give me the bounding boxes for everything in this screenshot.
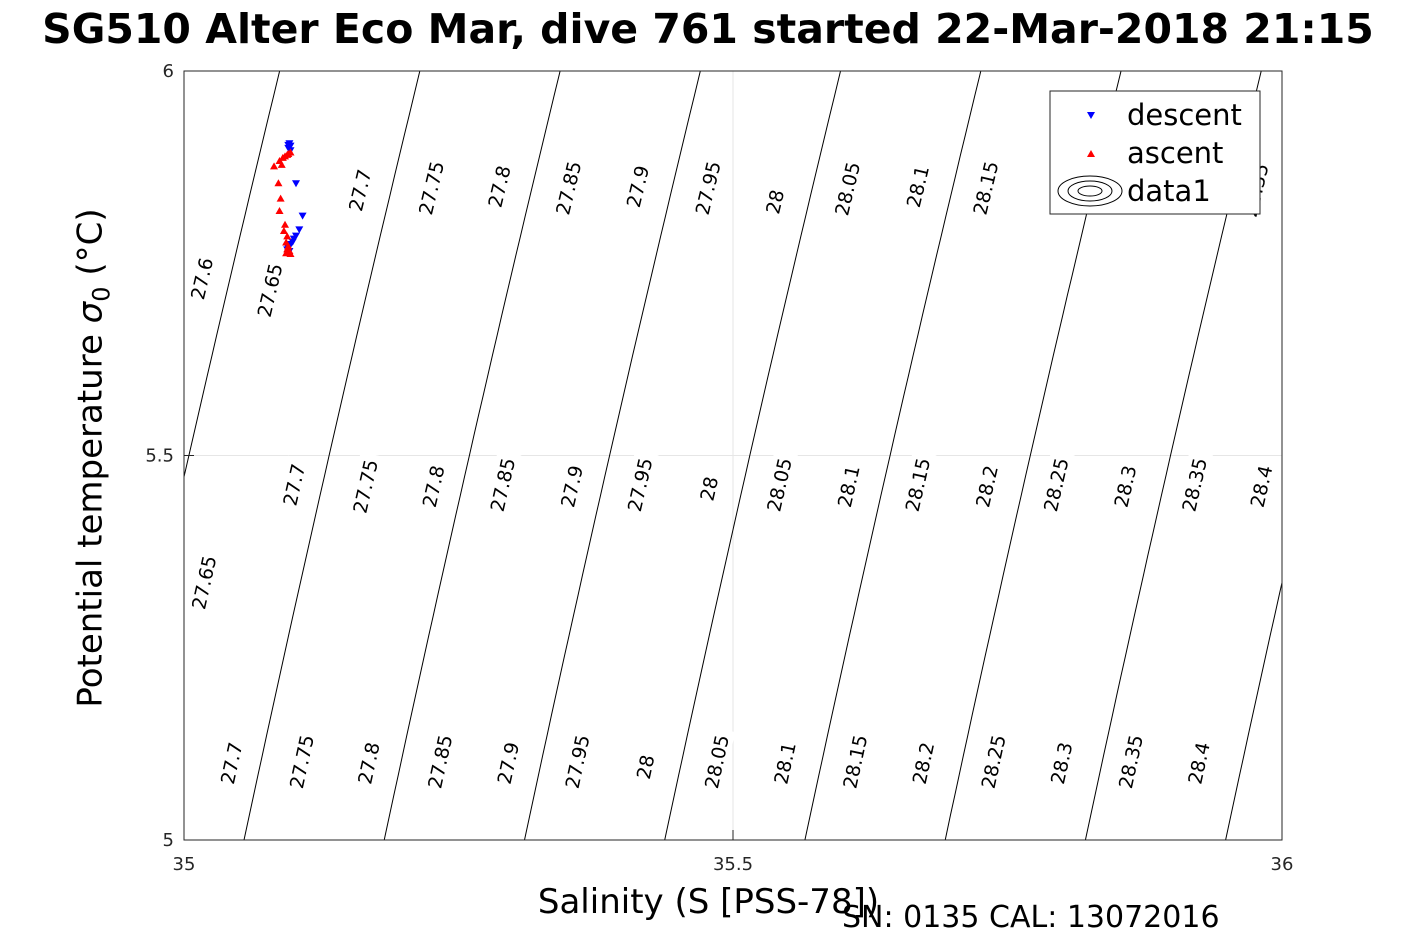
isopycnal-label-gap (481, 157, 518, 216)
ascent-point (283, 232, 292, 240)
legend-data1-label: data1 (1127, 174, 1211, 208)
isopycnal-label-gap (836, 727, 874, 797)
data-points (270, 140, 307, 258)
isopycnal-label-gap (184, 547, 223, 617)
isopycnal-label: 28.1 (767, 734, 803, 793)
isopycnal-label-gap (549, 153, 588, 223)
isopycnal-label-gap (213, 734, 249, 793)
legend-descent-marker (1087, 112, 1095, 119)
isopycnal-label-gap (1111, 727, 1150, 797)
isopycnal-line (243, 71, 421, 840)
isopycnal-label-gap (351, 734, 386, 793)
y-tick-label: 5 (163, 830, 174, 851)
isopycnal-label-gap (827, 154, 867, 224)
isopycnal-label-text: 28 (633, 753, 660, 781)
x-tick-label: 36 (1271, 854, 1294, 875)
ascent-point (279, 226, 288, 234)
isopycnal-label-gap (1036, 450, 1075, 520)
ascent-point (281, 220, 290, 228)
isopycnal-label-gap (341, 161, 378, 220)
isopycnal-label-gap (1107, 457, 1143, 516)
legend-box (1049, 90, 1261, 215)
isopycnal-label-gap (968, 457, 1005, 516)
isopycnal-label-gap (760, 450, 799, 520)
isopycnal-label-gap (898, 450, 937, 520)
isopycnal-label-gap (759, 183, 790, 220)
isopycnal-label-gap (767, 734, 803, 793)
isopycnal-label-text: 28 (762, 188, 789, 217)
ascent-point (277, 160, 286, 168)
isopycnal-label: 28 (693, 470, 724, 507)
isopycnal-label-gap (1043, 734, 1079, 793)
isopycnal-label-gap (1175, 450, 1214, 520)
ascent-point (284, 150, 293, 158)
legend: descent ascent data1 (1049, 90, 1261, 215)
isopycnal-line (1225, 580, 1282, 840)
descent-point (291, 180, 300, 188)
isopycnal-label-gap (899, 157, 936, 216)
chart-title: SG510 Alter Eco Mar, dive 761 started 22… (42, 5, 1374, 53)
isopycnal-label-gap (619, 157, 656, 216)
x-tick-label: 35.5 (713, 854, 753, 875)
isopycnal-label-gap (688, 153, 727, 223)
isopycnal-label-gap (630, 749, 661, 785)
legend-ascent-marker (1087, 150, 1095, 157)
ascent-point (275, 206, 284, 214)
isopycnal-label-gap (483, 450, 522, 520)
isopycnal-label: 28 (630, 749, 661, 785)
isopycnal-label: 28 (759, 183, 790, 220)
isopycnal-label-gap (421, 727, 459, 797)
isopycnal-label-gap (697, 727, 736, 797)
isopycnal-line (804, 71, 982, 840)
y-tick-label: 5.5 (145, 446, 174, 467)
isopycnal-label-gap (1243, 457, 1279, 516)
isopycnal-label-text: 28 (696, 475, 723, 503)
isopycnal-line (383, 71, 561, 840)
y-axis-label: Potential temperature σ0 (°C) (70, 208, 116, 708)
isopycnal-label-gap (620, 450, 659, 520)
isopycnal-line (0, 56, 3, 856)
isopycnal-label: 28.2 (968, 457, 1005, 516)
isopycnal-label-gap (558, 727, 596, 797)
axis-ticks: 35 35.5 36 5 5.5 6 (145, 61, 1293, 875)
legend-descent-label: descent (1127, 98, 1242, 132)
isopycnal-label-gap (830, 457, 866, 516)
isopycnal-label-gap (250, 255, 289, 325)
isopycnal-label-gap (490, 734, 526, 793)
isopycnal-label: 27.7 (341, 161, 378, 220)
isopycnal-line (664, 71, 842, 840)
serial-calibration-note: SN: 0135 CAL: 13072016 (842, 900, 1220, 935)
isopycnal-line (523, 71, 701, 840)
isopycnal-label-gap (411, 153, 451, 223)
isopycnal-label-gap (183, 249, 220, 308)
isopycnal-label-gap (346, 451, 385, 521)
isopycnal-label-gap (966, 153, 1005, 223)
ascent-point (276, 194, 285, 202)
isopycnal-label-gap (282, 727, 321, 797)
isopycnal-label-gap (905, 734, 941, 793)
legend-ascent-label: ascent (1127, 136, 1223, 170)
isopycnal-contours (0, 56, 1417, 856)
descent-point (298, 212, 307, 220)
descent-point (295, 226, 304, 234)
isopycnal-label-gap (693, 470, 724, 507)
y-tick-label: 6 (163, 61, 174, 82)
isopycnal-label-gap (1181, 734, 1217, 793)
ascent-point (286, 250, 295, 258)
x-axis-label: Salinity (S [PSS-78]) (537, 882, 880, 922)
isopycnal-label-gap (553, 457, 590, 516)
x-tick-label: 35 (173, 854, 196, 875)
isopycnal-label: 27.9 (553, 457, 590, 516)
isopycnal-label-gap (974, 727, 1012, 797)
isopycnal-label-gap (415, 457, 451, 516)
isopycnal-label: 28.3 (1107, 457, 1143, 516)
ascent-point (270, 162, 279, 170)
legend-data1-marker (1057, 175, 1123, 207)
isopycnal-line (1363, 56, 1417, 856)
isopycnal-label-gap (276, 455, 312, 514)
ascent-point (274, 179, 283, 187)
